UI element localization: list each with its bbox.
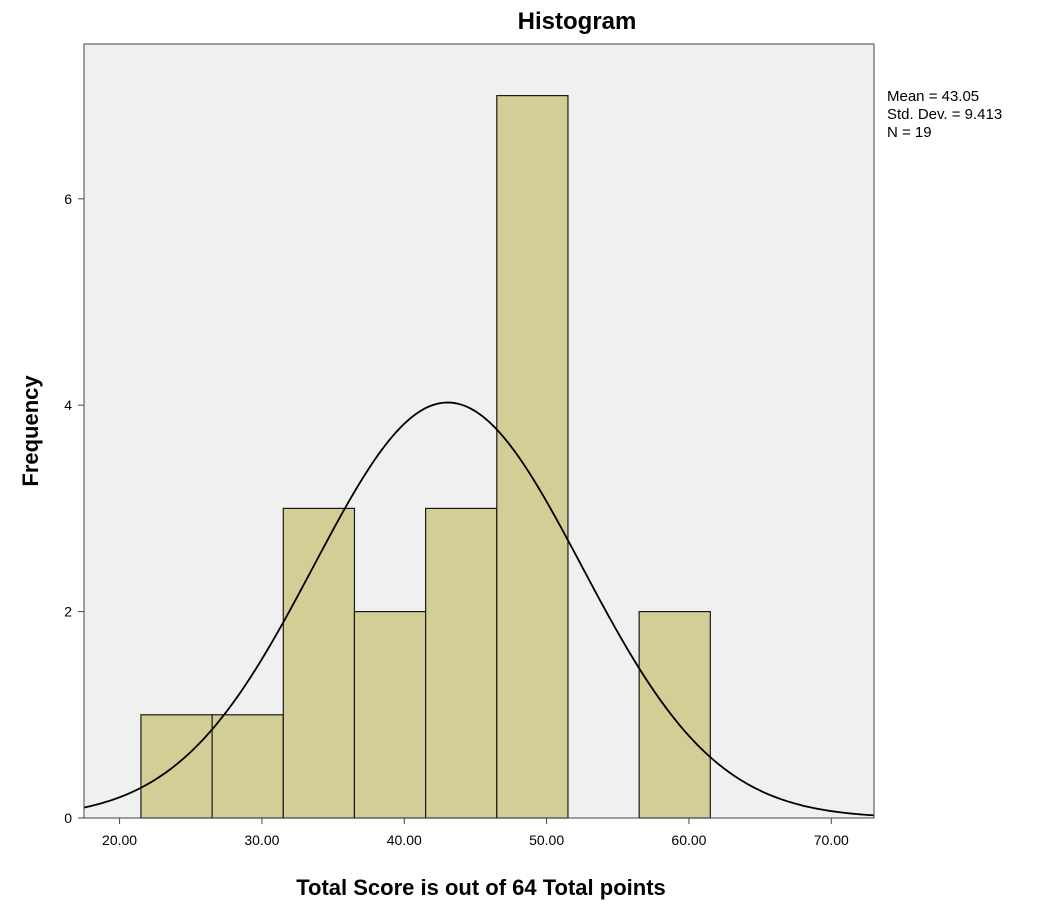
x-axis-ticks: 20.00 30.00 40.00 50.00 60.00 70.00	[102, 818, 849, 848]
x-tick-label: 20.00	[102, 832, 137, 848]
y-axis-title: Frequency	[18, 375, 43, 487]
histogram-bar-3	[353, 610, 427, 819]
y-tick-label: 6	[64, 191, 72, 207]
histogram-bar-2	[282, 507, 356, 819]
x-tick-label: 50.00	[529, 832, 564, 848]
histogram-bar-4	[425, 507, 498, 819]
y-axis-ticks: 0 2 4 6	[64, 191, 84, 826]
x-tick-label: 40.00	[387, 832, 422, 848]
x-tick-label: 60.00	[671, 832, 706, 848]
histogram-bar-5	[496, 94, 569, 819]
y-tick-label: 0	[64, 810, 72, 826]
y-tick-label: 4	[64, 397, 72, 413]
x-axis-title: Total Score is out of 64 Total points	[296, 875, 666, 900]
x-tick-label: 70.00	[814, 832, 849, 848]
chart-title: Histogram	[518, 8, 637, 35]
stats-box: Mean = 43.05 Std. Dev. = 9.413 N = 19	[887, 88, 1002, 141]
stats-n: N = 19	[887, 124, 932, 141]
bars-group	[140, 94, 711, 819]
stats-mean: Mean = 43.05	[887, 88, 979, 105]
y-tick-label: 2	[64, 604, 72, 620]
histogram-bar-0	[140, 714, 213, 819]
histogram-bar-1	[211, 714, 284, 819]
plot-frame	[83, 43, 875, 819]
stats-std-dev: Std. Dev. = 9.413	[887, 106, 1002, 123]
x-tick-label: 30.00	[244, 832, 279, 848]
histogram-bar-7	[638, 610, 711, 819]
normal-curve	[83, 401, 875, 817]
